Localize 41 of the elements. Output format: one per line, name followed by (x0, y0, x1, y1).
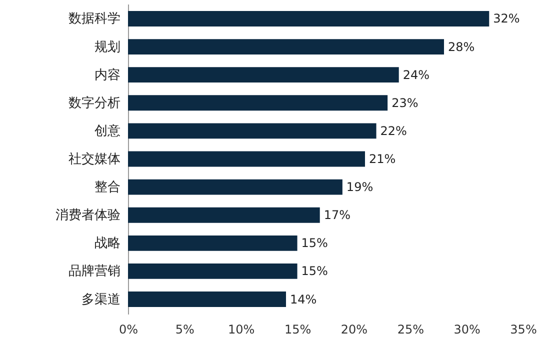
data-label: 14% (290, 292, 317, 306)
bar (128, 207, 320, 223)
bar (128, 11, 490, 26)
data-label: 28% (448, 40, 475, 54)
data-label: 24% (402, 68, 430, 82)
bar (128, 235, 298, 251)
y-tick-label: 战略 (94, 236, 120, 252)
x-tick-label: 15% (284, 322, 312, 336)
bar (128, 123, 376, 139)
y-tick-label: 品牌营销 (68, 264, 120, 280)
y-tick-label: 整合 (94, 180, 120, 196)
x-tick-label: 35% (510, 322, 537, 336)
y-tick-label: 社交媒体 (68, 151, 120, 167)
bar (128, 67, 399, 83)
data-label: 15% (301, 236, 328, 250)
data-label: 17% (324, 208, 351, 222)
y-tick-label: 内容 (94, 66, 120, 83)
bar (128, 151, 365, 167)
data-label: 23% (392, 96, 418, 110)
x-tick-label: 25% (397, 322, 424, 336)
x-tick-label: 30% (454, 322, 480, 336)
y-tick-label: 消费者体验 (56, 208, 120, 224)
y-tick-label: 数字分析 (68, 94, 120, 111)
data-label: 19% (346, 180, 374, 194)
x-tick-label: 0% (118, 322, 138, 336)
data-label: 22% (380, 124, 407, 138)
data-label: 32% (493, 12, 520, 26)
bar (128, 39, 444, 54)
y-tick-label: 规划 (94, 40, 120, 55)
data-label: 15% (301, 264, 328, 278)
bar (128, 292, 286, 307)
x-tick-label: 20% (340, 322, 368, 336)
y-tick-label: 数据科学 (68, 12, 120, 27)
bar (128, 179, 342, 195)
bar (128, 95, 388, 111)
y-tick-label: 多渠道 (82, 292, 120, 308)
x-tick-label: 5% (175, 322, 194, 336)
data-label: 21% (369, 152, 396, 166)
y-tick-label: 创意 (94, 124, 120, 139)
x-tick-label: 10% (228, 322, 255, 336)
bar (128, 264, 298, 279)
